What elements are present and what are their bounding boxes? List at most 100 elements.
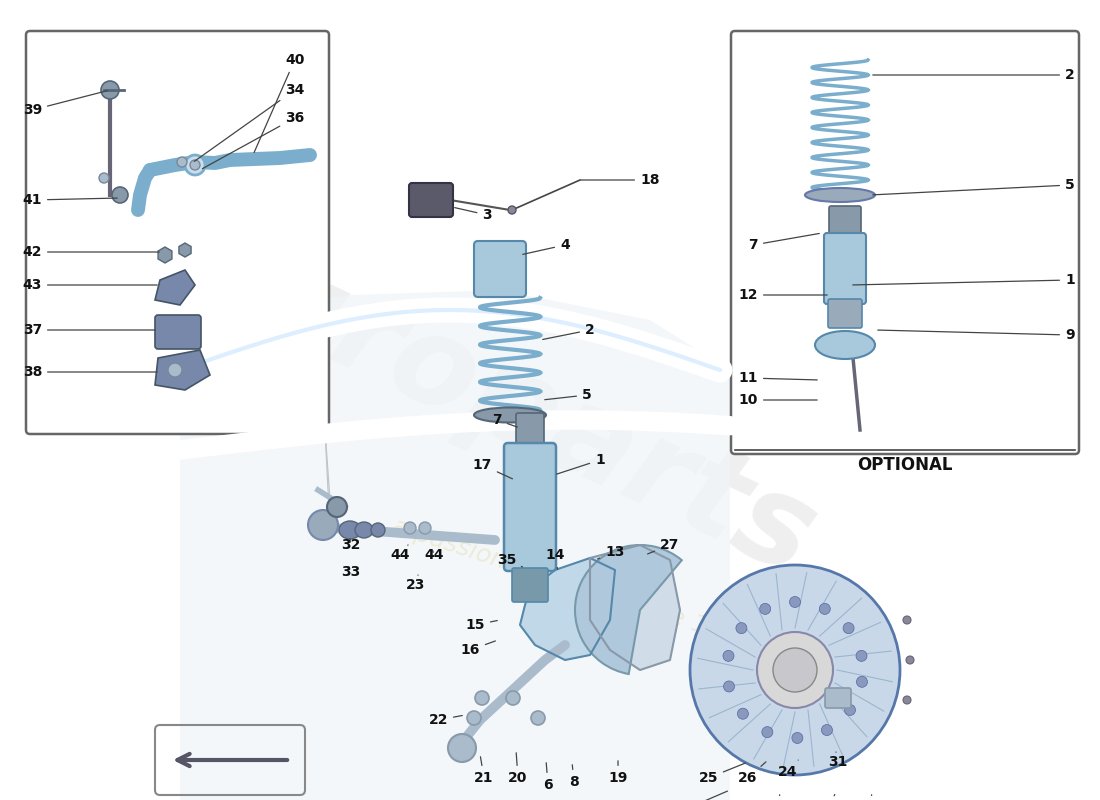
Text: 31: 31: [828, 752, 848, 769]
Ellipse shape: [339, 521, 361, 539]
Text: 19: 19: [608, 761, 628, 785]
Circle shape: [822, 725, 833, 735]
Text: 4: 4: [522, 238, 570, 254]
Circle shape: [906, 656, 914, 664]
FancyBboxPatch shape: [828, 299, 862, 328]
Ellipse shape: [474, 407, 546, 422]
Text: 12: 12: [738, 288, 827, 302]
Text: 1: 1: [557, 453, 605, 474]
Circle shape: [185, 155, 205, 175]
Circle shape: [845, 705, 856, 715]
Text: 43: 43: [23, 278, 157, 292]
Text: 37: 37: [23, 323, 155, 337]
FancyBboxPatch shape: [516, 413, 544, 447]
Circle shape: [168, 363, 182, 377]
Text: 5: 5: [872, 178, 1075, 195]
Circle shape: [757, 632, 833, 708]
Circle shape: [790, 597, 801, 607]
Circle shape: [506, 691, 520, 705]
Text: 9: 9: [878, 328, 1075, 342]
Text: 20: 20: [508, 753, 528, 785]
FancyBboxPatch shape: [26, 31, 329, 434]
Text: 7: 7: [493, 413, 517, 427]
FancyBboxPatch shape: [829, 206, 861, 235]
Text: 44: 44: [390, 545, 409, 562]
Text: 39: 39: [23, 90, 108, 117]
Circle shape: [723, 650, 734, 662]
Text: 11: 11: [738, 371, 817, 385]
Polygon shape: [155, 270, 195, 305]
Circle shape: [762, 726, 773, 738]
Polygon shape: [520, 558, 615, 660]
Text: 41: 41: [22, 193, 118, 207]
FancyBboxPatch shape: [155, 315, 201, 349]
Ellipse shape: [355, 522, 373, 538]
Text: 8: 8: [569, 765, 579, 789]
FancyBboxPatch shape: [504, 443, 556, 571]
Text: 30: 30: [860, 794, 880, 800]
Ellipse shape: [805, 188, 874, 202]
Text: 25: 25: [698, 763, 746, 785]
Wedge shape: [575, 545, 682, 674]
Text: 26: 26: [738, 762, 766, 785]
FancyBboxPatch shape: [409, 183, 453, 217]
Circle shape: [690, 565, 900, 775]
Circle shape: [760, 603, 771, 614]
Text: 33: 33: [341, 565, 360, 579]
Text: 32: 32: [341, 538, 360, 552]
Circle shape: [737, 708, 748, 719]
Circle shape: [468, 711, 481, 725]
Text: 2: 2: [542, 323, 595, 339]
Text: 10: 10: [738, 393, 817, 407]
Ellipse shape: [815, 331, 875, 359]
Text: 1: 1: [852, 273, 1075, 287]
Text: 31: 31: [768, 794, 788, 800]
Circle shape: [508, 206, 516, 214]
Circle shape: [820, 603, 830, 614]
Text: 18: 18: [581, 173, 660, 187]
Circle shape: [903, 616, 911, 624]
Polygon shape: [590, 545, 680, 670]
Text: 16: 16: [461, 641, 495, 657]
Circle shape: [112, 187, 128, 203]
Text: 40: 40: [254, 53, 305, 153]
Text: europarts: europarts: [156, 199, 834, 601]
Text: 38: 38: [23, 365, 157, 379]
Circle shape: [101, 81, 119, 99]
Circle shape: [903, 696, 911, 704]
Text: 13: 13: [597, 545, 625, 559]
Text: 28: 28: [679, 791, 727, 800]
Text: 17: 17: [473, 458, 513, 479]
Text: 36: 36: [202, 111, 305, 169]
Text: 29: 29: [818, 794, 838, 800]
FancyBboxPatch shape: [824, 233, 866, 304]
Text: 22: 22: [429, 713, 462, 727]
Polygon shape: [155, 350, 210, 390]
Circle shape: [856, 650, 867, 662]
Text: 5: 5: [544, 388, 592, 402]
Text: 14: 14: [546, 548, 565, 570]
Circle shape: [190, 160, 200, 170]
Circle shape: [736, 622, 747, 634]
Text: 24: 24: [779, 760, 799, 779]
Circle shape: [724, 681, 735, 692]
PathPatch shape: [180, 290, 730, 800]
Circle shape: [404, 522, 416, 534]
Circle shape: [475, 691, 490, 705]
Text: 35: 35: [496, 553, 522, 567]
Circle shape: [327, 497, 346, 517]
Text: 23: 23: [406, 575, 426, 592]
Text: 7: 7: [748, 234, 820, 252]
Circle shape: [773, 648, 817, 692]
Text: 6: 6: [543, 762, 553, 792]
FancyBboxPatch shape: [825, 688, 851, 708]
Ellipse shape: [371, 523, 385, 537]
Text: a passion for parts since 1975: a passion for parts since 1975: [388, 514, 756, 654]
Text: 15: 15: [465, 618, 497, 632]
Circle shape: [843, 622, 854, 634]
Circle shape: [448, 734, 476, 762]
Text: 3: 3: [454, 208, 492, 222]
Circle shape: [857, 676, 868, 687]
Text: 42: 42: [22, 245, 159, 259]
Text: 2: 2: [872, 68, 1075, 82]
